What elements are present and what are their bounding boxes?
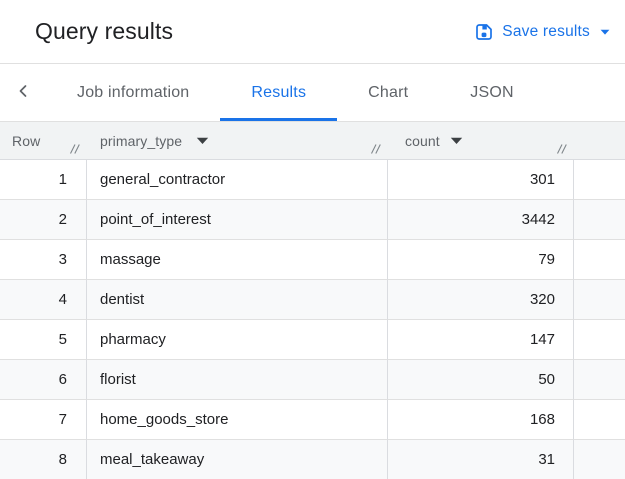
count-cell: 3442 [388,200,574,240]
save-results-button[interactable]: Save results [474,22,612,42]
row-number-cell: 7 [0,400,87,440]
filler-cell [574,400,625,440]
count-cell: 79 [388,240,574,280]
count-cell: 320 [388,280,574,320]
tab-label: JSON [470,83,514,101]
column-menu-caret-icon[interactable] [450,137,463,145]
table-row: 8 meal_takeaway 31 [0,440,625,479]
count-cell: 147 [388,320,574,360]
primary-type-cell: home_goods_store [87,400,388,440]
row-number-cell: 2 [0,200,87,240]
chevron-left-icon [13,81,33,104]
tabs-scroll-left-button[interactable] [0,64,46,121]
primary-type-cell: point_of_interest [87,200,388,240]
save-icon [474,22,494,42]
row-number-cell: 4 [0,280,87,320]
table-row: 2 point_of_interest 3442 [0,200,625,240]
count-cell: 50 [388,360,574,400]
tab-label: Chart [368,83,409,101]
column-label: Row [12,132,41,149]
results-table-body: 1 general_contractor 301 2 point_of_inte… [0,160,625,479]
table-row: 1 general_contractor 301 [0,160,625,200]
filler-cell [574,360,625,400]
column-header-primary-type: primary_type [87,122,388,160]
count-cell: 31 [388,440,574,479]
filler-cell [574,200,625,240]
tab-job-information[interactable]: Job information [46,64,220,121]
row-number-cell: 6 [0,360,87,400]
table-row: 4 dentist 320 [0,280,625,320]
primary-type-cell: pharmacy [87,320,388,360]
filler-cell [574,240,625,280]
tab-label: Job information [77,83,190,101]
column-header-filler [574,122,625,160]
tab-bar: Job information Results Chart JSON [0,64,625,122]
table-row: 7 home_goods_store 168 [0,400,625,440]
row-number-cell: 3 [0,240,87,280]
primary-type-cell: florist [87,360,388,400]
count-cell: 168 [388,400,574,440]
page-title: Query results [35,18,174,44]
count-cell: 301 [388,160,574,200]
tab-results[interactable]: Results [220,64,337,121]
table-row: 3 massage 79 [0,240,625,280]
primary-type-cell: meal_takeaway [87,440,388,479]
results-table-header: Row primary_type [0,122,625,160]
tab-json[interactable]: JSON [439,64,544,121]
filler-cell [574,280,625,320]
tab-chart[interactable]: Chart [337,64,439,121]
column-header-row: Row [0,122,87,160]
header-row: Row primary_type [0,122,625,160]
titlebar: Query results Save results [0,0,625,64]
row-number-cell: 8 [0,440,87,479]
filler-cell [574,320,625,360]
column-resize-handle-icon[interactable] [69,143,81,155]
tab-label: Results [251,83,307,101]
column-resize-handle-icon[interactable] [370,143,382,155]
table-row: 6 florist 50 [0,360,625,400]
filler-cell [574,160,625,200]
caret-down-icon [598,25,612,39]
save-results-label: Save results [502,22,590,40]
table-row: 5 pharmacy 147 [0,320,625,360]
results-table: Row primary_type [0,122,625,479]
primary-type-cell: massage [87,240,388,280]
column-label: primary_type [100,132,183,149]
primary-type-cell: general_contractor [87,160,388,200]
column-resize-handle-icon[interactable] [556,143,568,155]
filler-cell [574,440,625,479]
column-menu-caret-icon[interactable] [196,137,209,145]
column-label: count [405,132,440,149]
row-number-cell: 1 [0,160,87,200]
row-number-cell: 5 [0,320,87,360]
primary-type-cell: dentist [87,280,388,320]
column-header-count: count [388,122,574,160]
